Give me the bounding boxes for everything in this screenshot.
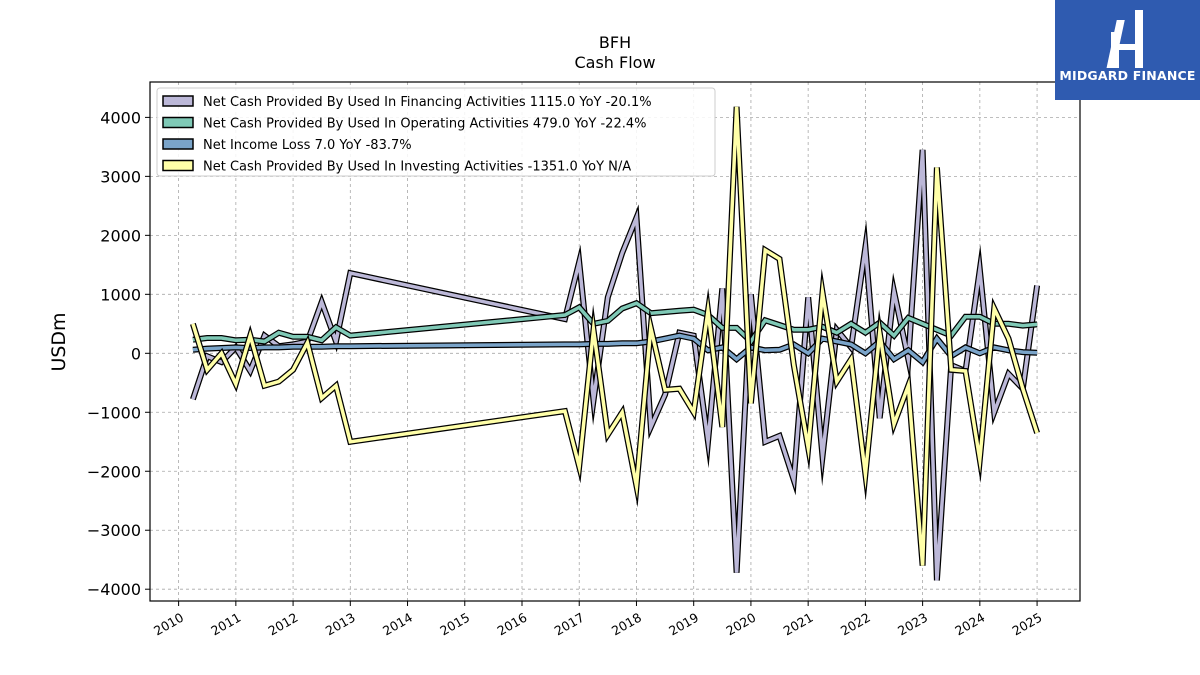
brand-logo: MIDGARD FINANCE (1055, 0, 1200, 100)
y-tick-label: 1000 (100, 285, 141, 304)
logo-mark-icon (1106, 10, 1143, 68)
legend-swatch (162, 95, 194, 107)
y-axis: −4000 −3000 −2000 −1000 0 1000 2000 3000 4000 (87, 108, 150, 599)
brand-name: MIDGARD FINANCE (1059, 68, 1196, 83)
series-4 (190, 106, 1040, 566)
legend-label: Net Cash Provided By Used In Financing A… (203, 95, 652, 110)
legend-box (156, 87, 716, 177)
x-tick-label: 2022 (838, 610, 873, 639)
legend-label: Net Cash Provided By Used In Investing A… (203, 160, 631, 175)
y-tick-label: −4000 (87, 580, 141, 599)
legend: Net Cash Provided By Used In Financing A… (156, 87, 716, 177)
y-axis-label: USDm (48, 312, 70, 371)
x-tick-label: 2010 (151, 610, 186, 639)
x-tick-label: 2018 (609, 610, 644, 639)
series-layer (190, 106, 1041, 581)
y-tick-label: 4000 (100, 108, 141, 127)
x-tick-label: 2014 (380, 610, 415, 639)
legend-swatch (162, 159, 194, 172)
x-tick-label: 2017 (552, 610, 587, 639)
x-tick-label: 2024 (952, 610, 987, 639)
series-line (191, 106, 1039, 566)
x-tick-label: 2020 (723, 610, 758, 639)
x-tick-label: 2016 (494, 610, 529, 639)
y-tick-label: 3000 (100, 167, 141, 186)
legend-swatch (162, 138, 194, 150)
x-tick-label: 2012 (266, 610, 301, 639)
x-tick-label: 2021 (781, 610, 816, 639)
x-axis: 2010 2011 2012 2013 2014 2015 2016 2017 2018 2019… (151, 601, 1045, 639)
y-tick-label: 0 (131, 344, 141, 363)
chart-subtitle: Cash Flow (574, 53, 655, 72)
y-tick-label: 2000 (100, 226, 141, 245)
x-tick-label: 2015 (437, 610, 472, 639)
x-tick-label: 2011 (208, 610, 243, 639)
x-tick-label: 2013 (323, 610, 358, 639)
x-tick-label: 2025 (1010, 610, 1045, 639)
plot-frame (149, 81, 1081, 602)
y-tick-label: −1000 (87, 403, 141, 422)
legend-label: Net Income Loss 7.0 YoY -83.7% (203, 138, 412, 153)
legend-swatch (162, 116, 194, 129)
y-tick-label: −3000 (87, 521, 141, 540)
chart-title: BFH (599, 33, 631, 52)
x-tick-label: 2019 (666, 610, 701, 639)
x-tick-label: 2023 (895, 610, 930, 639)
legend-label: Net Cash Provided By Used In Operating A… (203, 117, 646, 132)
y-tick-label: −2000 (87, 462, 141, 481)
